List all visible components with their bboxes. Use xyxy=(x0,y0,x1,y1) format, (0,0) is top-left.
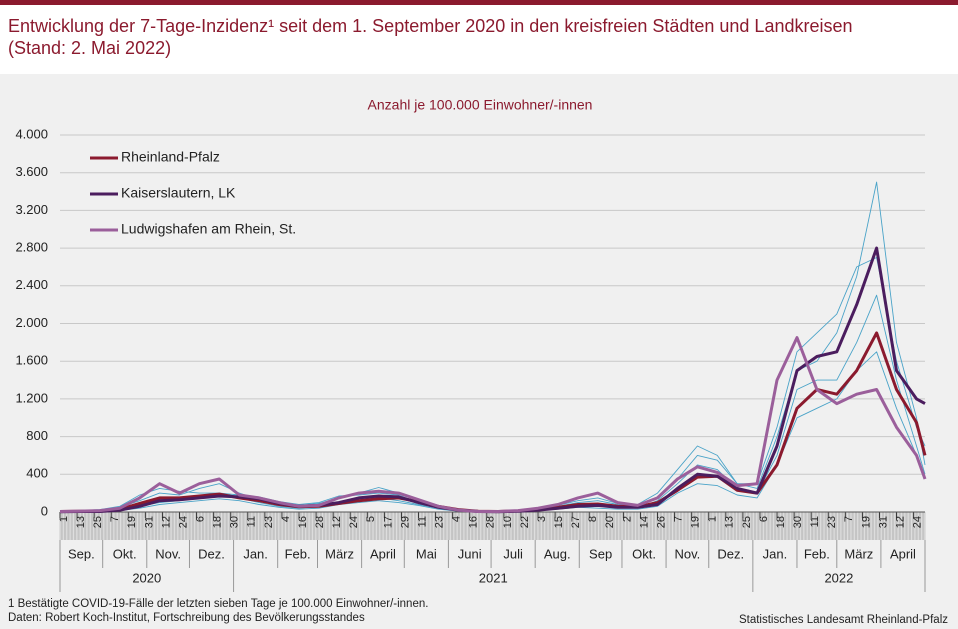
x-tick-label: 12 xyxy=(331,516,343,528)
x-tick-label: 5 xyxy=(365,516,377,522)
x-tick-label: 6 xyxy=(194,516,206,522)
month-label: Jan. xyxy=(243,546,268,561)
x-tick-label: 28 xyxy=(485,516,497,528)
x-tick-label: 24 xyxy=(177,516,189,528)
x-tick-label: 1 xyxy=(707,516,719,522)
month-label: Juni xyxy=(458,546,482,561)
x-tick-label: 15 xyxy=(553,516,565,528)
x-tick-label: 29 xyxy=(399,516,411,528)
chart-title: (Stand: 2. Mai 2022) xyxy=(8,38,171,58)
x-tick-label: 12 xyxy=(160,516,172,528)
month-label: Nov. xyxy=(675,546,701,561)
x-tick-label: 18 xyxy=(775,516,787,528)
legend-label: Ludwigshafen am Rhein, St. xyxy=(121,221,296,237)
year-label: 2021 xyxy=(479,570,508,585)
x-tick-label: 23 xyxy=(433,516,445,528)
y-tick-label: 2.800 xyxy=(15,240,48,255)
month-label: Nov. xyxy=(155,546,181,561)
y-tick-label: 800 xyxy=(26,428,48,443)
y-tick-label: 400 xyxy=(26,466,48,481)
x-tick-label: 30 xyxy=(229,516,241,528)
top-bar xyxy=(0,0,958,5)
source: Statistisches Landesamt Rheinland-Pfalz xyxy=(739,614,948,626)
x-tick-label: 31 xyxy=(877,516,889,528)
x-tick-label: 26 xyxy=(655,516,667,528)
x-tick-label: 16 xyxy=(468,516,480,528)
x-tick-label: 17 xyxy=(382,516,394,528)
month-label: März xyxy=(844,546,873,561)
x-tick-label: 8 xyxy=(587,516,599,522)
x-tick-label: 7 xyxy=(673,516,685,522)
series-line xyxy=(59,336,927,513)
x-tick-label: 11 xyxy=(416,516,428,527)
chart-subtitle: Anzahl je 100.000 Einwohner/-innen xyxy=(368,97,593,113)
month-label: März xyxy=(325,546,354,561)
x-tick-label: 24 xyxy=(912,516,924,528)
x-tick-label: 3 xyxy=(536,516,548,522)
x-tick-label: 28 xyxy=(314,516,326,528)
x-tick-label: 12 xyxy=(894,516,906,528)
x-tick-label: 20 xyxy=(604,516,616,528)
month-label: Dez. xyxy=(198,546,225,561)
month-label: April xyxy=(890,546,916,561)
year-label: 2022 xyxy=(824,570,853,585)
month-label: Mai xyxy=(416,546,437,561)
y-tick-label: 1.600 xyxy=(15,353,48,368)
x-tick-label: 22 xyxy=(519,516,531,528)
x-tick-label: 16 xyxy=(297,516,309,528)
x-tick-label: 7 xyxy=(109,516,121,522)
x-tick-label: 14 xyxy=(638,516,650,528)
x-tick-label: 23 xyxy=(263,516,275,528)
month-label: Feb. xyxy=(285,546,311,561)
x-tick-label: 10 xyxy=(502,516,514,528)
x-tick-label: 18 xyxy=(212,516,224,528)
month-label: Juli xyxy=(503,546,523,561)
year-label: 2020 xyxy=(132,570,161,585)
month-label: Sep xyxy=(589,546,612,561)
x-tick-label: 6 xyxy=(758,516,770,522)
footnote: Daten: Robert Koch-Institut, Fortschreib… xyxy=(8,612,365,624)
x-tick-label: 19 xyxy=(860,516,872,528)
x-tick-label: 24 xyxy=(348,516,360,528)
month-label: Okt. xyxy=(113,546,137,561)
y-tick-label: 2.000 xyxy=(15,315,48,330)
x-tick-label: 25 xyxy=(741,516,753,528)
legend-label: Kaiserslautern, LK xyxy=(121,185,236,201)
month-label: Jan. xyxy=(763,546,788,561)
x-tick-label: 25 xyxy=(92,516,104,528)
x-tick-label: 19 xyxy=(690,516,702,528)
month-label: Feb. xyxy=(804,546,830,561)
footnote: 1 Bestätigte COVID-19-Fälle der letzten … xyxy=(8,598,428,610)
x-tick-label: 2 xyxy=(621,516,633,522)
x-tick-label: 27 xyxy=(570,516,582,528)
x-tick-label: 31 xyxy=(143,516,155,528)
legend-label: Rheinland-Pfalz xyxy=(121,149,220,165)
x-tick-label: 4 xyxy=(280,516,292,522)
x-tick-label: 4 xyxy=(451,516,463,522)
y-tick-label: 2.400 xyxy=(15,277,48,292)
y-tick-label: 1.200 xyxy=(15,390,48,405)
x-tick-label: 30 xyxy=(792,516,804,528)
y-tick-label: 0 xyxy=(41,503,48,518)
x-tick-label: 13 xyxy=(75,516,87,528)
x-tick-label: 23 xyxy=(826,516,838,528)
month-label: Dez. xyxy=(717,546,744,561)
x-tick-label: 19 xyxy=(126,516,138,528)
x-tick-label: 13 xyxy=(724,516,736,528)
x-tick-label: 1 xyxy=(58,516,70,522)
chart-title: Entwicklung der 7-Tage-Inzidenz¹ seit de… xyxy=(8,16,853,36)
month-label: April xyxy=(370,546,396,561)
x-tick-label: 7 xyxy=(843,516,855,522)
y-tick-label: 3.600 xyxy=(15,164,48,179)
x-tick-label: 11 xyxy=(246,516,258,527)
month-label: Sep. xyxy=(68,546,95,561)
month-label: Aug. xyxy=(544,546,571,561)
month-label: Okt. xyxy=(632,546,656,561)
y-tick-label: 4.000 xyxy=(15,126,48,141)
x-tick-label: 11 xyxy=(809,516,821,527)
y-tick-label: 3.200 xyxy=(15,202,48,217)
